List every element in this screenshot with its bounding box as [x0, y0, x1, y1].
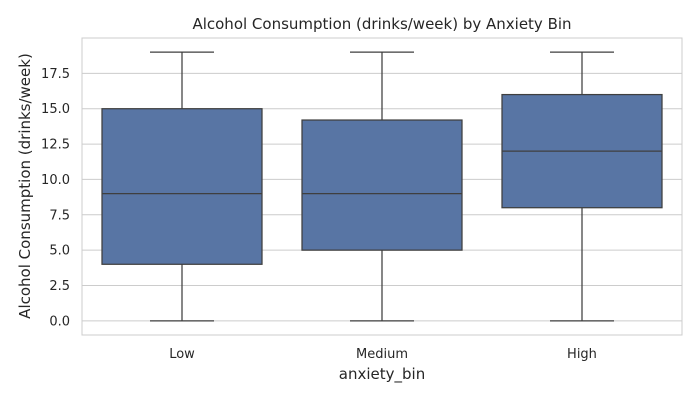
box-high — [501, 51, 663, 322]
x-tick-label: Medium — [356, 347, 408, 362]
y-tick-label: 10.0 — [41, 173, 70, 188]
y-tick-label: 7.5 — [49, 208, 70, 223]
x-tick-label: High — [567, 347, 597, 362]
y-tick-label: 2.5 — [49, 279, 70, 294]
iqr-box — [301, 119, 463, 251]
y-tick-label: 15.0 — [41, 102, 70, 117]
iqr-box — [101, 108, 263, 265]
chart-title: Alcohol Consumption (drinks/week) by Anx… — [192, 15, 571, 33]
y-axis-label: Alcohol Consumption (drinks/week) — [16, 53, 34, 319]
y-tick-label: 12.5 — [41, 138, 70, 153]
boxes — [101, 51, 663, 322]
y-tick-labels: 0.0 2.5 5.0 7.5 10.0 12.5 15.0 17.5 — [41, 67, 70, 330]
y-tick-label: 0.0 — [49, 314, 70, 329]
plot-frame — [81, 37, 683, 336]
box-medium — [301, 51, 463, 322]
x-tick-label: Low — [169, 347, 195, 362]
box-low — [101, 51, 263, 322]
x-axis-label: anxiety_bin — [339, 365, 425, 384]
y-tick-label: 5.0 — [49, 244, 70, 259]
y-tick-label: 17.5 — [41, 67, 70, 82]
x-tick-labels: Low Medium High — [169, 347, 597, 362]
